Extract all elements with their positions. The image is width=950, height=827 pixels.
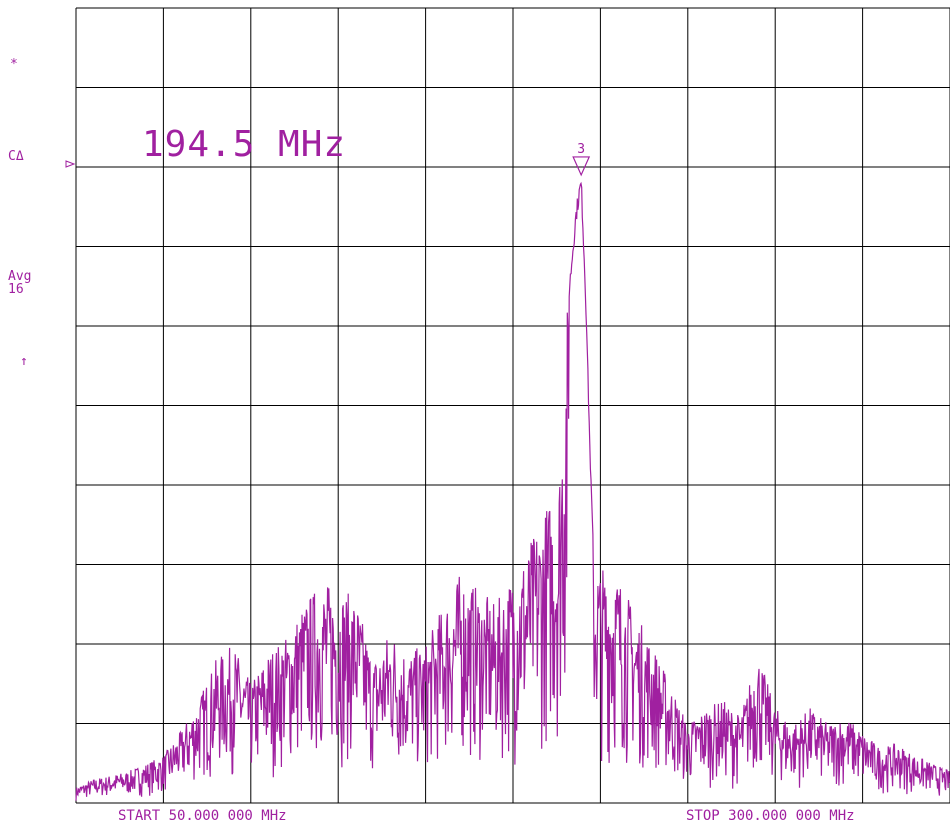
averaging-count: 16 <box>8 282 24 297</box>
spectrum-trace <box>75 181 950 801</box>
marker-3: 3 <box>572 142 591 177</box>
marker-number: 3 <box>577 142 585 157</box>
asterisk-indicator: * <box>10 57 18 72</box>
marker-triangle-icon <box>572 156 591 177</box>
averaging-label: Avg <box>8 269 32 284</box>
reference-pointer <box>65 160 76 168</box>
marker-frequency-readout: 194.5 MHz <box>142 124 347 165</box>
start-frequency: START 50.000 000 MHz <box>118 808 287 824</box>
reference-marker-icon <box>65 160 76 168</box>
graticule <box>75 7 950 804</box>
stop-frequency: STOP 300.000 000 MHz <box>686 808 855 824</box>
channel-delta-label: CΔ <box>8 149 24 164</box>
up-arrow-icon: ↑ <box>20 354 28 369</box>
